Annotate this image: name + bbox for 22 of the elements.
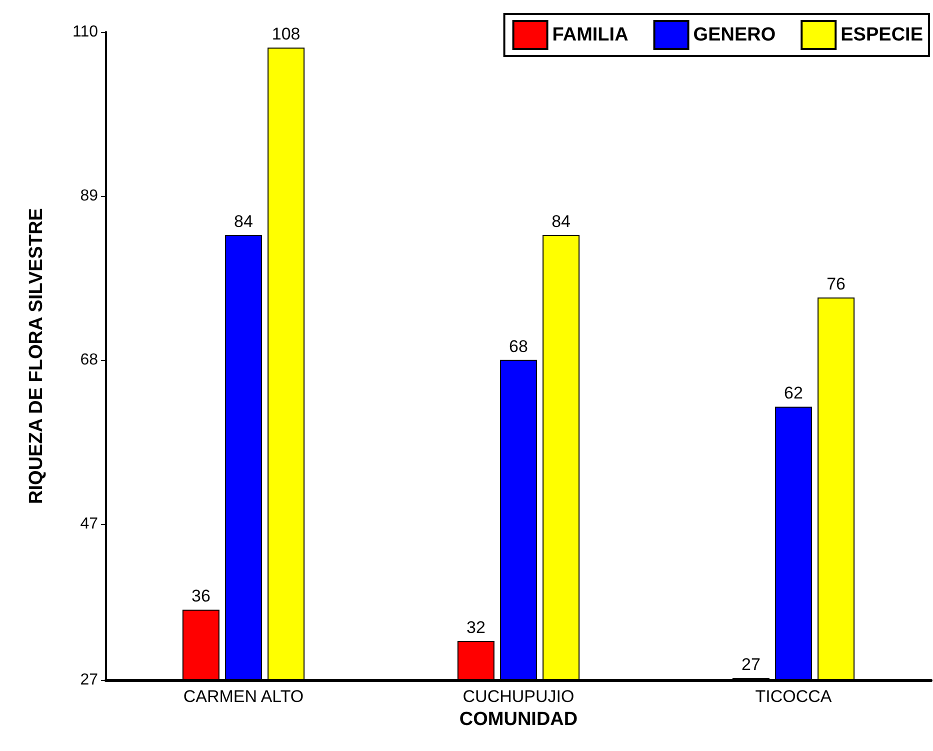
y-tick-label: 89	[80, 187, 98, 204]
data-label: 36	[191, 586, 210, 606]
legend-label: FAMILIA	[552, 24, 629, 46]
legend-label: ESPECIE	[840, 24, 924, 46]
data-label: 76	[826, 274, 846, 294]
data-label: 27	[741, 655, 760, 674]
data-label: 68	[509, 336, 528, 356]
legend-label: GENERO	[693, 24, 776, 46]
y-tick-label: 68	[80, 351, 98, 368]
data-label: 32	[466, 618, 486, 637]
data-label: 108	[272, 24, 300, 44]
x-tick-label: CUCHUPUJIO	[462, 687, 574, 706]
x-axis-title: COMUNIDAD	[459, 709, 578, 730]
y-tick-label: 47	[80, 515, 98, 532]
data-label: 84	[234, 212, 253, 231]
data-label: 62	[784, 384, 803, 403]
y-tick-label: 27	[80, 672, 98, 688]
y-axis-title: RIQUEZA DE FLORA SILVESTRE	[26, 208, 47, 504]
data-label: 84	[552, 212, 571, 231]
x-tick-label: CARMEN ALTO	[183, 687, 304, 706]
x-tick-label: TICOCCA	[755, 687, 832, 706]
y-tick-label: 110	[72, 24, 98, 40]
